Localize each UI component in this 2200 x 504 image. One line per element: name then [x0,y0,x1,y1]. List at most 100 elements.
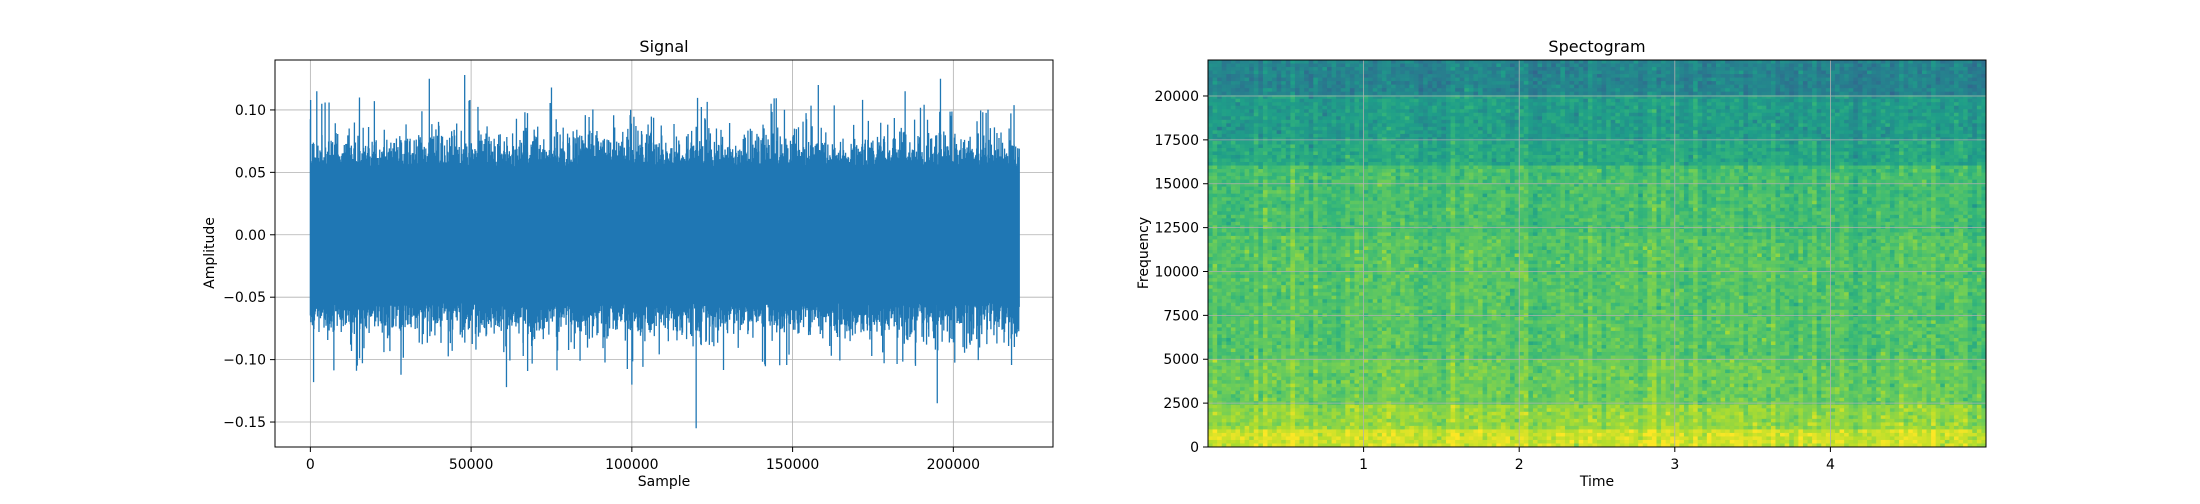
spectrogram-cell [1858,144,1863,148]
spectrogram-cell [1643,120,1648,124]
spectrogram-cell [1721,71,1726,75]
spectrogram-cell [1245,99,1250,103]
spectrogram-cell [1853,159,1858,163]
spectrogram-cell [1492,155,1497,159]
spectrogram-cell [1959,130,1964,134]
spectrogram-cell [1254,148,1259,152]
spectrogram-cell [1592,85,1597,89]
spectrogram-cell [1849,102,1854,106]
spectrogram-cell [1716,78,1721,82]
spectrogram-cell [1295,151,1300,155]
spectrogram-cell [1446,71,1451,75]
spectrogram-cell [1730,88,1735,92]
spectrogram-cell [1881,81,1886,85]
spectrogram-cell [1286,148,1291,152]
spectrogram-cell [1917,116,1922,120]
spectrogram-cell [1327,144,1332,148]
spectrogram-cell [1748,155,1753,159]
spectrogram-cell [1675,159,1680,163]
spectrogram-cell [1405,155,1410,159]
spectrogram-cell [1675,71,1680,75]
spectrogram-cell [1304,99,1309,103]
spectrogram-cell [1350,113,1355,117]
spectrogram-cell [1267,102,1272,106]
spectrogram-cell [1922,148,1927,152]
spectrogram-cell [1780,159,1785,163]
spectrogram-cell [1588,109,1593,113]
spectrogram-cell [1345,99,1350,103]
spectrogram-cell [1505,85,1510,89]
spectrogram-cell [1405,67,1410,71]
spectrogram-cell [1574,67,1579,71]
spectrogram-cell [1460,81,1465,85]
spectrogram-cell [1624,127,1629,131]
spectrogram-cell [1849,99,1854,103]
spectrogram-cell [1940,155,1945,159]
spectrogram-cell [1579,113,1584,117]
spectrogram-cell [1803,151,1808,155]
spectrogram-cell [1519,102,1524,106]
spectrogram-cell [1217,162,1222,166]
spectrogram-cell [1689,155,1694,159]
spectrogram-cell [1922,106,1927,110]
spectrogram-cell [1885,78,1890,82]
spectrogram-cell [1917,113,1922,117]
spectrogram-cell [1894,116,1899,120]
spectrogram-cell [1606,109,1611,113]
spectrogram-cell [1254,78,1259,82]
spectrogram-cell [1963,123,1968,127]
spectrogram-cell [1922,60,1927,64]
spectrogram-cell [1249,106,1254,110]
spectrogram-cell [1432,130,1437,134]
spectrogram-cell [1327,127,1332,131]
spectrogram-cell [1885,85,1890,89]
spectrogram-cell [1643,106,1648,110]
spectrogram-cell [1345,120,1350,124]
spectrogram-cell [1835,113,1840,117]
spectrogram-cell [1927,123,1932,127]
spectrogram-cell [1437,109,1442,113]
spectrogram-cell [1894,127,1899,131]
spectrogram-cell [1885,151,1890,155]
spectrogram-cell [1377,60,1382,64]
spectrogram-cell [1304,144,1309,148]
spectrogram-cell [1565,155,1570,159]
spectrogram-cell [1382,116,1387,120]
spectrogram-cell [1592,106,1597,110]
spectrogram-cell [1936,71,1941,75]
spectrogram-cell [1730,64,1735,68]
spectrogram-cell [1602,64,1607,68]
spectrogram-cell [1803,109,1808,113]
spectrogram-cell [1803,102,1808,106]
spectrogram-cell [1350,88,1355,92]
spectrogram-cell [1771,60,1776,64]
spectrogram-cell [1730,148,1735,152]
spectrogram-cell [1272,130,1277,134]
spectrogram-cell [1867,130,1872,134]
spectrogram-cell [1858,78,1863,82]
spectrogram-cell [1721,64,1726,68]
spectrogram-cell [1725,64,1730,68]
spectrogram-cell [1583,106,1588,110]
spectrogram-cell [1730,116,1735,120]
spectrogram-cell [1322,151,1327,155]
spectrogram-cell [1707,134,1712,138]
spectrogram-cell [1707,88,1712,92]
spectrogram-cell [1840,109,1845,113]
spectrogram-cell [1263,148,1268,152]
spectrogram-cell [1602,106,1607,110]
spectrogram-cell [1615,109,1620,113]
spectrogram-cell [1716,106,1721,110]
spectrogram-cell [1240,109,1245,113]
spectrogram-cell [1437,120,1442,124]
spectrogram-cell [1492,141,1497,145]
spectrogram-cell [1936,123,1941,127]
spectrogram-cell [1739,71,1744,75]
spectrogram-cell [1748,102,1753,106]
spectrogram-cell [1464,81,1469,85]
spectrogram-cell [1428,116,1433,120]
spectrogram-cell [1354,116,1359,120]
spectrogram-cell [1267,109,1272,113]
spectrogram-cell [1917,151,1922,155]
